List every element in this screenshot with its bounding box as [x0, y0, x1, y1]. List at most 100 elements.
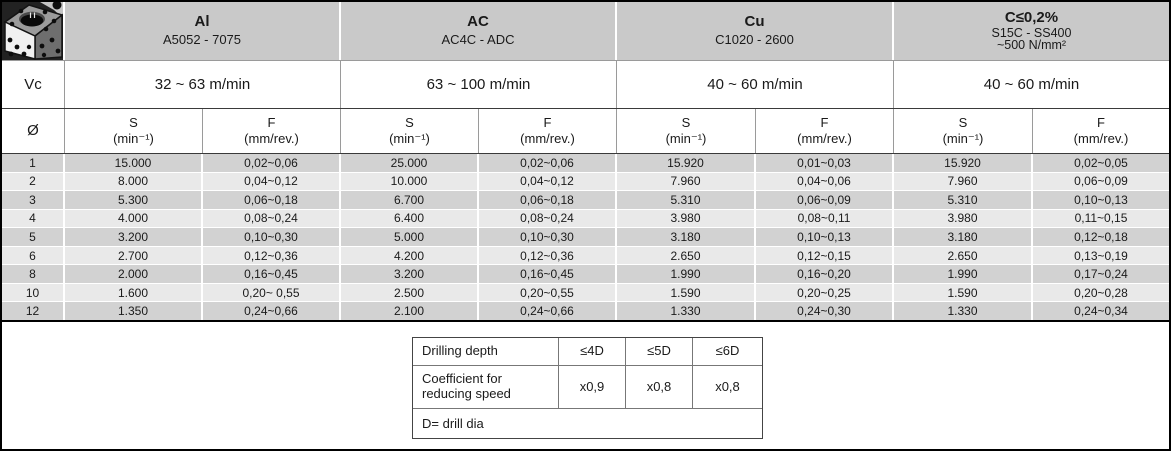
table-cell: 3.200	[65, 228, 203, 246]
table-cell: 0,06~0,18	[203, 191, 341, 209]
table-cell: 3.200	[341, 265, 479, 283]
table-cell: 1.590	[617, 283, 756, 302]
table-cell: 0,02~0,05	[1033, 154, 1169, 172]
table-cell: 3.980	[894, 209, 1033, 228]
material-header-ac: AC AC4C - ADC	[341, 2, 617, 60]
table-cell: 1.990	[894, 265, 1033, 283]
diameter-cell: 12	[2, 302, 65, 320]
coefficient-value-1: x0,9	[559, 366, 626, 409]
drilled-metal-block-image	[2, 2, 65, 60]
depth-value-6d: ≤6D	[693, 338, 762, 366]
speed-symbol: S	[681, 115, 691, 131]
table-cell: 0,16~0,20	[756, 265, 894, 283]
table-cell: 2.650	[617, 246, 756, 265]
table-cell: 0,17~0,24	[1033, 265, 1169, 283]
vc-label: Vc	[2, 61, 65, 108]
table-cell: 0,10~0,30	[479, 228, 617, 246]
table-cell: 1.990	[617, 265, 756, 283]
table-cell: 0,16~0,45	[203, 265, 341, 283]
material-grade: AC4C - ADC	[441, 32, 515, 48]
coefficient-row: Coefficient for reducing speed x0,9 x0,8…	[413, 366, 762, 409]
diameter-cell: 6	[2, 246, 65, 265]
material-header-al: Al A5052 - 7075	[65, 2, 341, 60]
table-cell: 0,06~0,18	[479, 191, 617, 209]
table-cell: 2.500	[341, 283, 479, 302]
table-cell: 0,04~0,12	[479, 172, 617, 191]
feed-unit: (mm/rev.)	[520, 131, 575, 146]
vc-value-carbon-steel: 40 ~ 60 m/min	[894, 61, 1169, 108]
cutting-speed-row: Vc 32 ~ 63 m/min 63 ~ 100 m/min 40 ~ 60 …	[2, 61, 1169, 109]
table-cell: 6.400	[341, 209, 479, 228]
table-cell: 0,02~0,06	[203, 154, 341, 172]
table-cell: 0,20~0,55	[479, 283, 617, 302]
material-grade: C1020 - 2600	[715, 32, 794, 48]
footer-area: Drilling depth ≤4D ≤5D ≤6D Coefficient f…	[2, 322, 1169, 449]
coefficient-value-3: x0,8	[693, 366, 762, 409]
diameter-cell: 3	[2, 191, 65, 209]
feed-unit: (mm/rev.)	[797, 131, 852, 146]
table-cell: 5.310	[617, 191, 756, 209]
table-cell: 0,10~0,30	[203, 228, 341, 246]
table-cell: 7.960	[894, 172, 1033, 191]
table-cell: 0,06~0,09	[756, 191, 894, 209]
table-cell: 4.000	[65, 209, 203, 228]
vc-value-al: 32 ~ 63 m/min	[65, 61, 341, 108]
table-cell: 0,24~0,34	[1033, 302, 1169, 320]
table-row-d12: 12 1.350 0,24~0,66 2.100 0,24~0,66 1.330…	[2, 302, 1169, 320]
diameter-cell: 2	[2, 172, 65, 191]
table-cell: 0,20~0,25	[756, 283, 894, 302]
table-cell: 0,13~0,19	[1033, 246, 1169, 265]
diameter-header: Ø	[2, 109, 65, 153]
material-name: AC	[467, 13, 489, 31]
main-table-bottom-border	[2, 320, 1169, 322]
table-cell: 0,24~0,66	[479, 302, 617, 320]
table-cell: 0,02~0,06	[479, 154, 617, 172]
table-cell: 0,06~0,09	[1033, 172, 1169, 191]
table-cell: 0,24~0,66	[203, 302, 341, 320]
table-cell: 0,10~0,13	[1033, 191, 1169, 209]
depth-value-5d: ≤5D	[626, 338, 693, 366]
table-cell: 0,08~0,24	[479, 209, 617, 228]
table-cell: 7.960	[617, 172, 756, 191]
table-cell: 1.590	[894, 283, 1033, 302]
feed-header-carbon-steel: F (mm/rev.)	[1033, 109, 1169, 153]
feed-header-cu: F (mm/rev.)	[756, 109, 894, 153]
table-cell: 5.310	[894, 191, 1033, 209]
table-cell: 0,20~ 0,55	[203, 283, 341, 302]
diameter-cell: 8	[2, 265, 65, 283]
table-cell: 5.300	[65, 191, 203, 209]
diameter-symbol: Ø	[27, 122, 39, 139]
table-cell: 15.920	[617, 154, 756, 172]
material-grade: A5052 - 7075	[162, 32, 242, 48]
drilling-depth-label: Drilling depth	[413, 338, 559, 366]
material-name: Al	[194, 13, 210, 31]
material-name: C≤0,2%	[1004, 9, 1059, 26]
table-row-d8: 8 2.000 0,16~0,45 3.200 0,16~0,45 1.990 …	[2, 265, 1169, 283]
table-cell: 0,12~0,15	[756, 246, 894, 265]
table-row-d4: 4 4.000 0,08~0,24 6.400 0,08~0,24 3.980 …	[2, 209, 1169, 228]
speed-symbol: S	[129, 115, 138, 131]
table-cell: 0,04~0,12	[203, 172, 341, 191]
drilling-depth-row: Drilling depth ≤4D ≤5D ≤6D	[413, 338, 762, 366]
feed-header-ac: F (mm/rev.)	[479, 109, 617, 153]
speed-header-cu: S (min⁻¹)	[617, 109, 756, 153]
speed-unit: (min⁻¹)	[665, 131, 707, 146]
feed-unit: (mm/rev.)	[1073, 131, 1129, 146]
table-cell: 0,20~0,28	[1033, 283, 1169, 302]
table-cell: 3.180	[617, 228, 756, 246]
table-cell: 2.700	[65, 246, 203, 265]
table-cell: 1.330	[617, 302, 756, 320]
table-cell: 0,12~0,18	[1033, 228, 1169, 246]
feed-unit: (mm/rev.)	[244, 131, 299, 146]
table-cell: 0,01~0,03	[756, 154, 894, 172]
table-cell: 1.330	[894, 302, 1033, 320]
table-row-d10: 10 1.600 0,20~ 0,55 2.500 0,20~0,55 1.59…	[2, 283, 1169, 302]
coefficient-value-2: x0,8	[626, 366, 693, 409]
table-cell: 0,08~0,24	[203, 209, 341, 228]
table-cell: 15.920	[894, 154, 1033, 172]
speed-symbol: S	[405, 115, 414, 131]
coefficient-label: Coefficient for reducing speed	[413, 366, 559, 409]
table-cell: 2.650	[894, 246, 1033, 265]
speed-unit: (min⁻¹)	[113, 131, 154, 146]
